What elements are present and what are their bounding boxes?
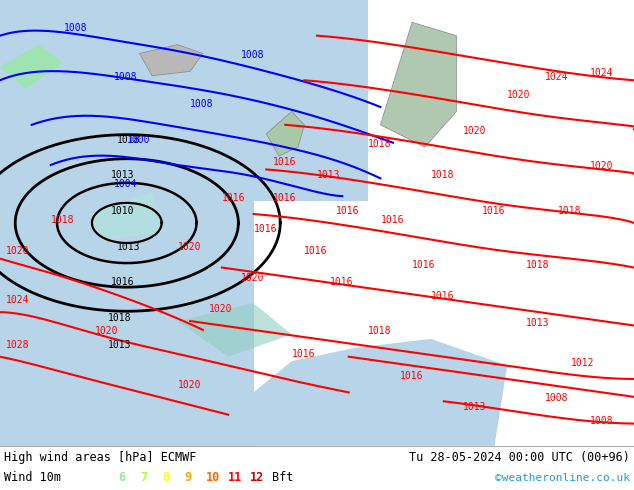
Polygon shape	[89, 192, 165, 241]
Text: 1018: 1018	[368, 326, 391, 337]
Text: Tu 28-05-2024 00:00 UTC (00+96): Tu 28-05-2024 00:00 UTC (00+96)	[409, 451, 630, 465]
Text: ©weatheronline.co.uk: ©weatheronline.co.uk	[495, 473, 630, 483]
Text: 8: 8	[162, 471, 169, 485]
Text: 11: 11	[228, 471, 242, 485]
Text: 1018: 1018	[117, 135, 141, 145]
Text: 1016: 1016	[412, 260, 436, 270]
Text: 1016: 1016	[111, 277, 134, 287]
Polygon shape	[0, 45, 63, 89]
Text: 12: 12	[250, 471, 264, 485]
Text: 1008: 1008	[63, 23, 87, 33]
Text: 1013: 1013	[117, 242, 141, 252]
Text: 1018: 1018	[526, 260, 550, 270]
Text: 1010: 1010	[111, 206, 134, 216]
Text: 1013: 1013	[317, 171, 340, 180]
Text: 1013: 1013	[111, 171, 134, 180]
Text: 1016: 1016	[399, 371, 423, 381]
Text: 1018: 1018	[558, 206, 581, 216]
Text: 1013: 1013	[463, 402, 486, 412]
Text: 1013: 1013	[526, 318, 550, 327]
Text: 1018: 1018	[51, 215, 74, 225]
Text: 1016: 1016	[304, 246, 328, 256]
Text: 6: 6	[118, 471, 125, 485]
Text: 1018: 1018	[431, 171, 455, 180]
Text: 1016: 1016	[431, 291, 455, 301]
Text: 1008: 1008	[114, 72, 138, 82]
Text: 1018: 1018	[108, 313, 131, 323]
Polygon shape	[178, 303, 292, 357]
Text: 1016: 1016	[330, 277, 353, 287]
Text: Bft: Bft	[272, 471, 294, 485]
Text: 1024: 1024	[590, 68, 613, 78]
Text: 1016: 1016	[380, 215, 404, 225]
Polygon shape	[139, 45, 203, 76]
Text: 1016: 1016	[482, 206, 505, 216]
Text: 1020: 1020	[6, 246, 30, 256]
Text: 1020: 1020	[507, 90, 531, 100]
Text: 7: 7	[140, 471, 147, 485]
Text: 1016: 1016	[273, 193, 296, 203]
Text: High wind areas [hPa] ECMWF: High wind areas [hPa] ECMWF	[4, 451, 197, 465]
Text: 1028: 1028	[6, 340, 30, 350]
Text: 1008: 1008	[190, 99, 214, 109]
Text: 9: 9	[184, 471, 191, 485]
Text: 1020: 1020	[209, 304, 233, 314]
Polygon shape	[380, 22, 456, 147]
Text: 1008: 1008	[590, 416, 613, 426]
Text: 1020: 1020	[463, 126, 486, 136]
Text: 1024: 1024	[545, 72, 569, 82]
Text: 1000: 1000	[127, 135, 150, 145]
Text: 1020: 1020	[241, 273, 264, 283]
Bar	[0, 0, 254, 446]
Text: 1020: 1020	[95, 326, 119, 337]
Text: 1004: 1004	[114, 179, 138, 189]
Text: 1020: 1020	[590, 161, 613, 172]
Text: 1008: 1008	[241, 50, 264, 60]
Text: 1016: 1016	[254, 224, 277, 234]
Polygon shape	[266, 112, 304, 156]
Text: 1018: 1018	[368, 139, 391, 149]
Text: Wind 10m: Wind 10m	[4, 471, 61, 485]
Text: 10: 10	[206, 471, 220, 485]
Text: 1020: 1020	[178, 242, 201, 252]
Text: 1016: 1016	[336, 206, 359, 216]
Text: 1016: 1016	[292, 349, 315, 359]
Text: 1020: 1020	[178, 380, 201, 390]
Text: 1016: 1016	[273, 157, 296, 167]
Text: 1016: 1016	[222, 193, 245, 203]
Polygon shape	[241, 339, 507, 446]
Text: 1008: 1008	[545, 393, 569, 403]
Text: 1024: 1024	[6, 295, 30, 305]
Text: 1013: 1013	[108, 340, 131, 350]
Polygon shape	[254, 0, 368, 201]
Text: 1012: 1012	[571, 358, 594, 368]
